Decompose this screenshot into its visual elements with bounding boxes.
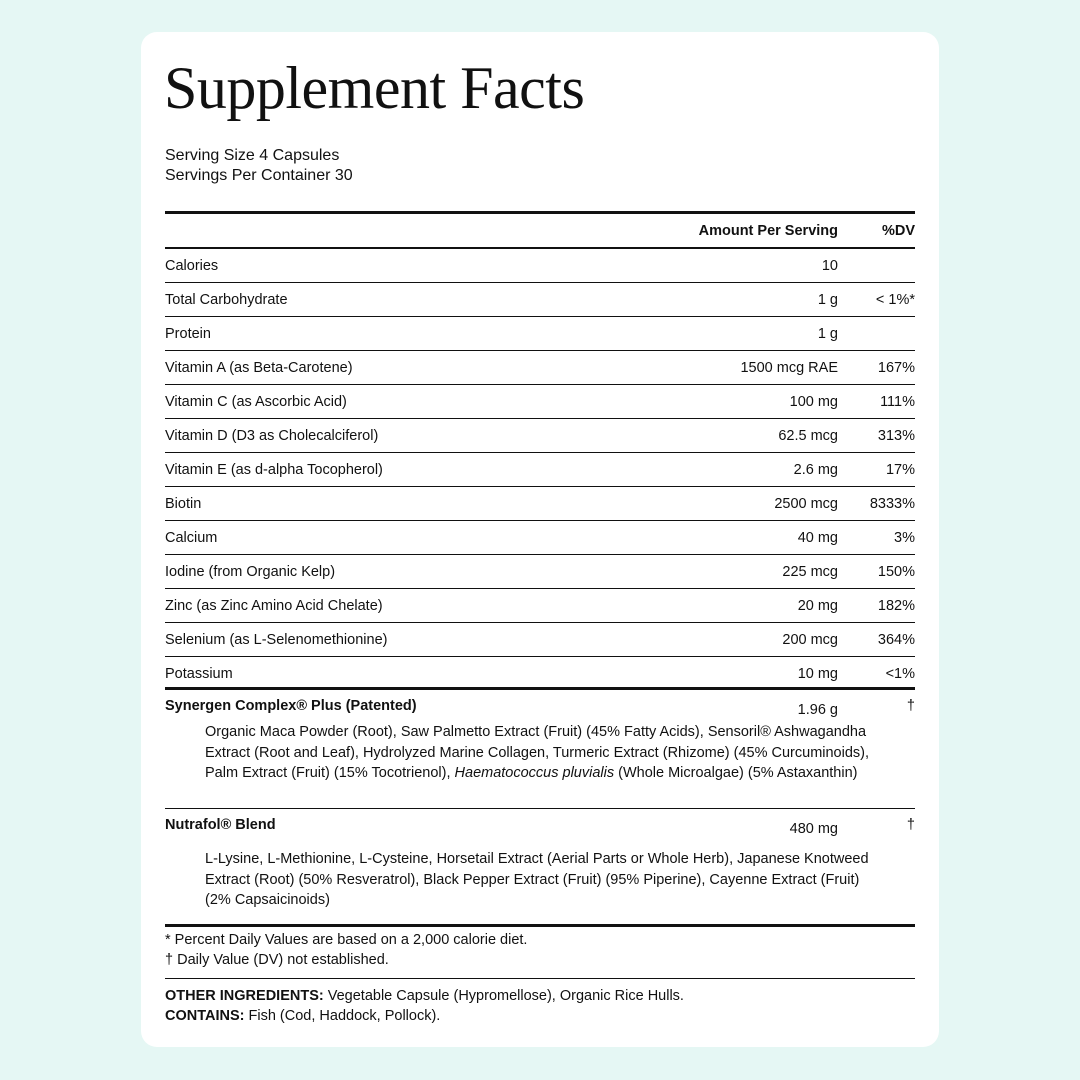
blend-nutrafol: Nutrafol® Blend 480 mg † L-Lysine, L-Met… (165, 809, 915, 922)
divider-thick (165, 211, 915, 214)
table-row: Vitamin C (as Ascorbic Acid) 100 mg 111% (165, 385, 915, 419)
nutrient-dv: 111% (880, 393, 915, 410)
nutrient-dv: 182% (877, 597, 915, 614)
blend-dv: † (906, 698, 915, 714)
nutrient-amount: 20 mg (797, 597, 838, 614)
nutrient-name: Vitamin D (D3 as Cholecalciferol) (165, 427, 379, 444)
serving-size: Serving Size 4 Capsules (165, 147, 340, 164)
nutrient-amount: 1 g (817, 325, 838, 342)
nutrient-amount: 100 mg (789, 393, 838, 410)
supplement-facts-card: Supplement Facts Serving Size 4 Capsules… (141, 32, 939, 1047)
table-row: Vitamin E (as d-alpha Tocopherol) 2.6 mg 1… (165, 453, 915, 487)
table-row: Potassium 10 mg <1% (165, 657, 915, 690)
nutrient-amount: 10 mg (797, 665, 838, 682)
table-row: Vitamin D (D3 as Cholecalciferol) 62.5 mc… (165, 419, 915, 453)
nutrient-name: Calories (165, 257, 219, 274)
table-row: Calories 10 (165, 249, 915, 283)
nutrient-amount: 1500 mcg RAE (740, 359, 838, 376)
blend-dv: † (906, 817, 915, 833)
table-row: Biotin 2500 mcg 8333% (165, 487, 915, 521)
nutrient-dv: 8333% (869, 495, 915, 512)
nutrient-amount: 1 g (817, 291, 838, 308)
nutrient-amount: 62.5 mcg (778, 427, 838, 444)
nutrient-dv: 313% (877, 427, 915, 444)
nutrient-dv: 150% (877, 563, 915, 580)
nutrient-name: Iodine (from Organic Kelp) (165, 563, 336, 580)
divider-thick (165, 924, 915, 927)
other-info: OTHER INGREDIENTS: Vegetable Capsule (Hy… (165, 986, 684, 1026)
divider-thick (165, 687, 915, 690)
table-row: Calcium 40 mg 3% (165, 521, 915, 555)
nutrient-dv: <1% (885, 665, 915, 682)
nutrient-dv: 364% (877, 631, 915, 648)
table-row: Vitamin A (as Beta-Carotene) 1500 mcg RAE… (165, 351, 915, 385)
footnotes: * Percent Daily Values are based on a 2,… (165, 930, 527, 970)
header-dv: %DV (881, 223, 915, 239)
blend-amount: 480 mg (789, 821, 838, 837)
serving-info: Serving Size 4 Capsules Servings Per Con… (165, 146, 353, 186)
divider (165, 978, 915, 979)
nutrient-dv: 3% (894, 529, 915, 546)
blend-amount: 1.96 g (797, 702, 838, 718)
contains: CONTAINS: Fish (Cod, Haddock, Pollock). (165, 1008, 441, 1024)
blend-name: Nutrafol® Blend (165, 817, 276, 833)
servings-per-container: Servings Per Container 30 (165, 167, 353, 184)
nutrient-dv: 17% (885, 461, 915, 478)
page-title: Supplement Facts (164, 55, 585, 121)
table-row: Iodine (from Organic Kelp) 225 mcg 150% (165, 555, 915, 589)
nutrient-name: Vitamin C (as Ascorbic Acid) (165, 393, 347, 410)
footnote-dv: * Percent Daily Values are based on a 2,… (165, 932, 528, 948)
table-row: Protein 1 g (165, 317, 915, 351)
nutrient-name: Selenium (as L-Selenomethionine) (165, 631, 388, 648)
table-row: Selenium (as L-Selenomethionine) 200 mcg 3… (165, 623, 915, 657)
blend-name: Synergen Complex® Plus (Patented) (165, 698, 417, 714)
nutrient-amount: 2.6 mg (793, 461, 838, 478)
table-row: Total Carbohydrate 1 g < 1%* (165, 283, 915, 317)
blend-ingredients: Organic Maca Powder (Root), Saw Palmetto… (205, 724, 870, 781)
nutrient-name: Zinc (as Zinc Amino Acid Chelate) (165, 597, 383, 614)
footnote-dagger: † Daily Value (DV) not established. (165, 952, 389, 968)
nutrient-name: Biotin (165, 495, 202, 512)
nutrient-amount: 225 mcg (782, 563, 838, 580)
nutrient-dv: < 1%* (875, 291, 915, 308)
nutrient-name: Protein (165, 325, 211, 342)
header-amount: Amount Per Serving (698, 223, 838, 239)
table-row: Zinc (as Zinc Amino Acid Chelate) 20 mg 18… (165, 589, 915, 623)
nutrient-amount: 200 mcg (782, 631, 838, 648)
table-header: Amount Per Serving %DV (165, 215, 915, 249)
nutrient-name: Total Carbohydrate (165, 291, 288, 308)
nutrient-name: Calcium (165, 529, 218, 546)
nutrient-amount: 2500 mcg (774, 495, 838, 512)
blend-synergen: Synergen Complex® Plus (Patented) 1.96 g… (165, 690, 915, 809)
nutrient-amount: 40 mg (797, 529, 838, 546)
nutrient-amount: 10 (821, 257, 838, 274)
nutrient-table: Amount Per Serving %DV Calories 10 Total C… (165, 215, 915, 690)
blend-ingredients: L-Lysine, L-Methionine, L-Cysteine, Hors… (205, 851, 869, 908)
nutrient-name: Vitamin E (as d-alpha Tocopherol) (165, 461, 383, 478)
nutrient-name: Potassium (165, 665, 233, 682)
nutrient-name: Vitamin A (as Beta-Carotene) (165, 359, 353, 376)
nutrient-dv: 167% (877, 359, 915, 376)
other-ingredients: OTHER INGREDIENTS: Vegetable Capsule (Hy… (165, 988, 684, 1004)
